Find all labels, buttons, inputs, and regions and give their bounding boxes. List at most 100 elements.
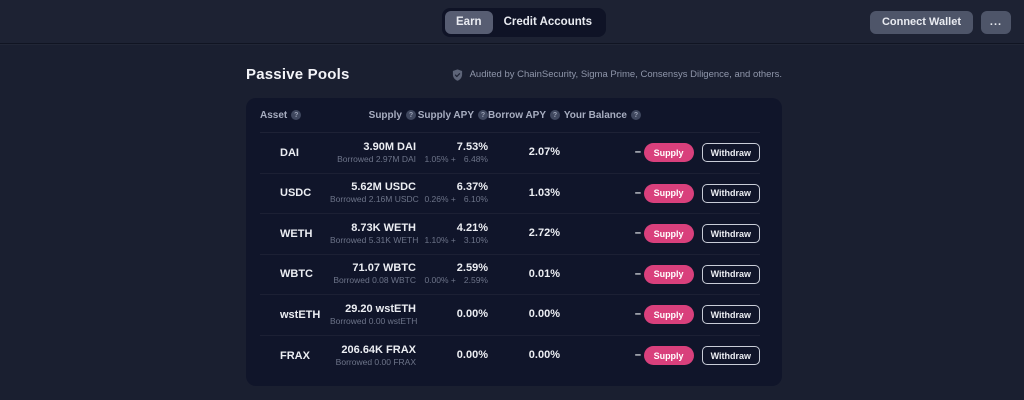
supply-cell: 3.90M DAI Borrowed 2.97M DAI: [330, 141, 416, 165]
borrowed-amount: Borrowed 0.08 WBTC: [333, 275, 416, 286]
column-header-label: Asset: [260, 109, 288, 121]
column-header-label: Supply APY: [417, 109, 474, 121]
your-balance-value: –: [634, 308, 641, 321]
borrow-apy-value: 0.00%: [528, 349, 560, 362]
withdraw-button[interactable]: Withdraw: [701, 346, 760, 366]
supply-cell: 71.07 WBTC Borrowed 0.08 WBTC: [330, 262, 416, 286]
row-actions: Supply Withdraw: [641, 224, 760, 244]
your-balance-value: –: [634, 186, 641, 199]
borrow-apy-value: 0.00%: [528, 308, 560, 321]
supply-amount: 206.64K FRAX: [341, 343, 416, 356]
apy-reward: 2.59%: [463, 275, 488, 286]
supply-apy-value: 6.37%: [456, 181, 488, 194]
asset-name: WETH: [280, 227, 313, 240]
apy-base: 1.10% +: [424, 234, 456, 245]
audit-note: Audited by ChainSecurity, Sigma Prime, C…: [451, 68, 782, 82]
supply-button[interactable]: Supply: [643, 346, 694, 366]
your-balance-value: –: [634, 267, 641, 280]
help-icon[interactable]: ?: [478, 110, 488, 120]
supply-apy-breakdown: 0.26% + 6.10%: [416, 194, 488, 205]
supply-button[interactable]: Supply: [643, 305, 694, 325]
help-icon[interactable]: ?: [550, 110, 560, 120]
supply-amount: 8.73K WETH: [351, 221, 416, 234]
supply-amount: 5.62M USDC: [351, 181, 416, 194]
supply-button[interactable]: Supply: [643, 143, 694, 163]
borrowed-amount: Borrowed 2.16M USDC: [330, 194, 419, 205]
connect-wallet-button[interactable]: Connect Wallet: [869, 11, 973, 34]
row-actions: Supply Withdraw: [641, 346, 760, 366]
withdraw-button[interactable]: Withdraw: [701, 183, 760, 203]
column-header-asset: Asset ?: [260, 110, 330, 121]
supply-cell: 206.64K FRAX Borrowed 0.00 FRAX: [330, 344, 416, 368]
asset-name: wstETH: [280, 308, 321, 321]
withdraw-button[interactable]: Withdraw: [701, 264, 760, 284]
asset-name: DAI: [280, 146, 299, 159]
supply-apy-value: 0.00%: [456, 308, 488, 321]
supply-apy-value: 2.59%: [456, 262, 488, 275]
borrowed-amount: Borrowed 0.00 FRAX: [335, 356, 416, 367]
nav-tabs: Earn Credit Accounts: [442, 8, 606, 37]
row-actions: Supply Withdraw: [641, 143, 760, 163]
apy-reward: 6.10%: [463, 194, 488, 205]
asset-name: FRAX: [280, 349, 310, 362]
supply-cell: 8.73K WETH Borrowed 5.31K WETH: [330, 221, 418, 246]
help-icon[interactable]: ?: [291, 110, 302, 120]
row-actions: Supply Withdraw: [641, 183, 760, 203]
supply-cell: 29.20 wstETH Borrowed 0.00 wstETH: [330, 302, 418, 327]
tab-credit-accounts[interactable]: Credit Accounts: [503, 16, 592, 28]
apy-reward: 3.10%: [463, 234, 488, 245]
supply-apy-cell: 2.59% 0.00% +2.59%: [416, 262, 488, 286]
table-header-row: Asset ? Supply ? Supply APY ? Borrow APY…: [260, 98, 760, 133]
table-row-dai: DAI 3.90M DAI Borrowed 2.97M DAI 7.53% 1…: [260, 133, 760, 174]
asset-name: USDC: [280, 187, 312, 200]
supply-apy-value: 7.53%: [456, 140, 488, 153]
borrowed-amount: Borrowed 0.00 wstETH: [330, 315, 418, 326]
withdraw-button[interactable]: Withdraw: [701, 143, 760, 163]
supply-button[interactable]: Supply: [643, 183, 694, 203]
supply-amount: 71.07 WBTC: [352, 262, 416, 275]
column-header-label: Your Balance: [563, 109, 627, 121]
topbar: Earn Credit Accounts Connect Wallet ...: [0, 0, 1024, 44]
supply-apy-cell: 7.53% 1.05% + 6.48%: [416, 141, 488, 165]
withdraw-button[interactable]: Withdraw: [701, 224, 760, 244]
passive-pools-table: Asset ? Supply ? Supply APY ? Borrow APY…: [246, 98, 782, 386]
supply-apy-cell: 6.37% 0.26% + 6.10%: [416, 181, 488, 205]
borrow-apy-value: 2.72%: [528, 227, 560, 240]
your-balance-value: –: [634, 227, 641, 240]
help-icon[interactable]: ?: [406, 110, 416, 120]
supply-cell: 5.62M USDC Borrowed 2.16M USDC: [330, 181, 419, 205]
your-balance-value: –: [634, 146, 641, 159]
borrow-apy-value: 2.07%: [528, 146, 560, 159]
asset-name: WBTC: [280, 268, 313, 281]
supply-apy-value: 4.21%: [456, 221, 488, 234]
tab-earn[interactable]: Earn: [445, 11, 493, 34]
column-header-borrow-apy: Borrow APY ?: [488, 110, 560, 121]
row-actions: Supply Withdraw: [641, 305, 760, 325]
table-row-usdc: USDC 5.62M USDC Borrowed 2.16M USDC 6.37…: [260, 174, 760, 214]
supply-apy-breakdown: 1.10% + 3.10%: [416, 235, 488, 246]
help-icon[interactable]: ?: [631, 110, 641, 120]
apy-base: 1.05% +: [424, 153, 456, 164]
supply-button[interactable]: Supply: [643, 264, 694, 284]
apy-base: 0.26% +: [424, 194, 456, 205]
withdraw-button[interactable]: Withdraw: [701, 305, 760, 325]
borrow-apy-value: 1.03%: [528, 186, 560, 199]
more-options-button[interactable]: ...: [981, 11, 1011, 34]
column-header-label: Supply: [368, 109, 402, 121]
supply-button[interactable]: Supply: [643, 224, 694, 244]
column-header-supply: Supply ?: [330, 110, 416, 121]
apy-base: 0.00% +: [424, 275, 456, 286]
supply-apy-cell: 4.21% 1.10% + 3.10%: [416, 222, 488, 246]
table-row-wsteth: wstETH 29.20 wstETH Borrowed 0.00 wstETH…: [260, 295, 760, 336]
your-balance-value: –: [634, 349, 641, 362]
main-content: Passive Pools Audited by ChainSecurity, …: [246, 66, 782, 386]
shield-check-icon: [452, 68, 462, 81]
supply-apy-breakdown: 1.05% + 6.48%: [416, 154, 488, 165]
column-header-your-balance: Your Balance ?: [560, 110, 641, 121]
audit-note-text: Audited by ChainSecurity, Sigma Prime, C…: [469, 69, 782, 80]
column-header-label: Borrow APY: [488, 109, 546, 121]
supply-apy-value: 0.00%: [456, 349, 488, 362]
supply-amount: 3.90M DAI: [363, 140, 416, 153]
borrow-apy-value: 0.01%: [528, 267, 560, 280]
supply-amount: 29.20 wstETH: [345, 302, 416, 315]
